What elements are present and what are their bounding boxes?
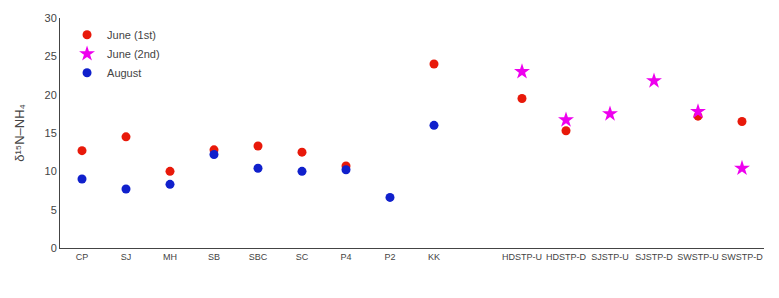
svg-text:SJ: SJ (121, 252, 132, 262)
svg-text:KK: KK (428, 252, 440, 262)
svg-text:15: 15 (45, 127, 57, 139)
svg-text:SB: SB (208, 252, 220, 262)
svg-text:SWSTP-D: SWSTP-D (721, 252, 763, 262)
svg-text:δ¹⁵N–NH₄: δ¹⁵N–NH₄ (12, 104, 27, 162)
svg-text:P2: P2 (384, 252, 395, 262)
svg-text:10: 10 (45, 165, 57, 177)
svg-text:SWSTP-U: SWSTP-U (677, 252, 719, 262)
svg-text:0: 0 (51, 242, 57, 254)
svg-text:30: 30 (45, 12, 57, 24)
svg-text:June (1st): June (1st) (107, 29, 156, 41)
svg-text:August: August (107, 67, 141, 79)
svg-text:MH: MH (163, 252, 177, 262)
svg-text:June (2nd): June (2nd) (107, 48, 160, 60)
svg-text:20: 20 (45, 89, 57, 101)
svg-text:SC: SC (296, 252, 309, 262)
svg-text:HDSTP-D: HDSTP-D (546, 252, 586, 262)
svg-text:25: 25 (45, 50, 57, 62)
svg-text:SJSTP-U: SJSTP-U (591, 252, 629, 262)
svg-text:HDSTP-U: HDSTP-U (502, 252, 542, 262)
svg-text:SBC: SBC (249, 252, 268, 262)
svg-text:5: 5 (51, 204, 57, 216)
svg-text:SJSTP-D: SJSTP-D (635, 252, 673, 262)
svg-text:CP: CP (76, 252, 89, 262)
svg-text:P4: P4 (340, 252, 351, 262)
